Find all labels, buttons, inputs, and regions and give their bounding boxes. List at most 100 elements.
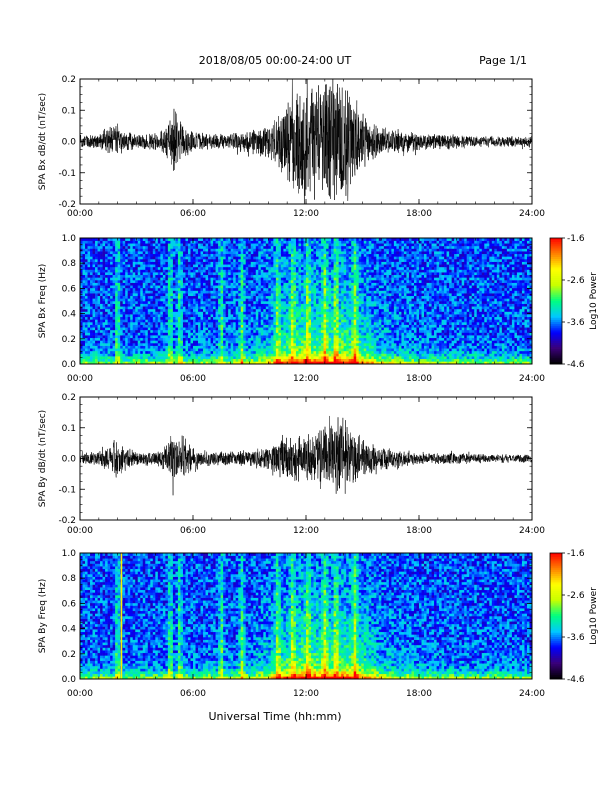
spectrogram-cell: [165, 340, 168, 343]
spectrogram-cell: [253, 333, 256, 336]
spectrogram-cell: [148, 293, 151, 296]
spectrogram-cell: [213, 277, 216, 280]
spectrogram-cell: [271, 256, 274, 259]
spectrogram-cell: [178, 256, 181, 259]
spectrogram-cell: [128, 322, 131, 325]
spectrogram-cell: [193, 340, 196, 343]
spectrogram-cell: [138, 322, 141, 325]
spectrogram-cell: [309, 348, 312, 351]
spectrogram-cell: [150, 356, 153, 359]
spectrogram-cell: [326, 346, 329, 349]
spectrogram-cell: [233, 319, 236, 322]
spectrogram-cell: [324, 348, 327, 351]
spectrogram-cell: [281, 309, 284, 312]
spectrogram-cell: [143, 254, 146, 257]
spectrogram-cell: [291, 322, 294, 325]
spectrogram-cell: [188, 309, 191, 312]
spectrogram-cell: [95, 246, 98, 249]
spectrogram-cell: [331, 317, 334, 320]
spectrogram-cell: [223, 264, 226, 267]
spectrogram-cell: [281, 306, 284, 309]
spectrogram-cell: [288, 356, 291, 359]
spectrogram-cell: [155, 246, 158, 249]
spectrogram-cell: [128, 256, 131, 259]
spectrogram-cell: [118, 317, 121, 320]
spectrogram-cell: [98, 330, 101, 333]
spectrogram-cell: [140, 312, 143, 315]
spectrogram-cell: [263, 335, 266, 338]
spectrogram-cell: [293, 288, 296, 291]
spectrogram-cell: [296, 241, 299, 244]
spectrogram-cell: [218, 251, 221, 254]
spectrogram-cell: [241, 314, 244, 317]
spectrogram-cell: [243, 301, 246, 304]
spectrogram-cell: [286, 283, 289, 286]
spectrogram-cell: [266, 356, 269, 359]
spectrogram-cell: [303, 338, 306, 341]
spectrogram-cell: [103, 288, 106, 291]
spectrogram-cell: [125, 262, 128, 265]
spectrogram-cell: [103, 283, 106, 286]
spectrogram-cell: [251, 293, 254, 296]
spectrogram-cell: [303, 314, 306, 317]
spectrogram-cell: [248, 264, 251, 267]
spectrogram-cell: [246, 359, 249, 362]
spectrogram-cell: [90, 333, 93, 336]
spectrogram-cell: [115, 270, 118, 273]
spectrogram-cell: [93, 249, 96, 252]
spectrogram-cell: [206, 270, 209, 273]
spectrogram-cell: [188, 272, 191, 275]
spectrogram-cell: [128, 288, 131, 291]
spectrogram-cell: [283, 254, 286, 257]
spectrogram-cell: [218, 333, 221, 336]
spectrogram-cell: [95, 298, 98, 301]
spectrogram-cell: [150, 322, 153, 325]
spectrogram-cell: [120, 259, 123, 262]
spectrogram-cell: [329, 314, 332, 317]
spectrogram-cell: [90, 343, 93, 346]
spectrogram-cell: [268, 262, 271, 265]
spectrogram-cell: [288, 325, 291, 328]
spectrogram-cell: [221, 309, 224, 312]
spectrogram-cell: [276, 314, 279, 317]
spectrogram-cell: [123, 283, 126, 286]
spectrogram-cell: [168, 241, 171, 244]
spectrogram-cell: [321, 317, 324, 320]
spectrogram-cell: [213, 304, 216, 307]
spectrogram-cell: [201, 251, 204, 254]
spectrogram-cell: [298, 330, 301, 333]
spectrogram-cell: [231, 325, 234, 328]
spectrogram-cell: [261, 325, 264, 328]
spectrogram-cell: [173, 354, 176, 357]
spectrogram-cell: [138, 254, 141, 257]
spectrogram-cell: [115, 256, 118, 259]
spectrogram-cell: [115, 296, 118, 299]
spectrogram-cell: [196, 348, 199, 351]
spectrogram-cell: [256, 246, 259, 249]
spectrogram-cell: [108, 241, 111, 244]
spectrogram-cell: [236, 283, 239, 286]
spectrogram-cell: [133, 327, 136, 330]
spectrogram-cell: [311, 298, 314, 301]
spectrogram-cell: [100, 309, 103, 312]
spectrogram-cell: [183, 283, 186, 286]
spectrogram-cell: [253, 304, 256, 307]
spectrogram-cell: [145, 351, 148, 354]
spectrogram-cell: [123, 356, 126, 359]
spectrogram-cell: [226, 312, 229, 315]
bx-spectrogram-panel: 1.00.80.60.40.20.000:00 06:00 12:00 18:00 24…: [38, 234, 545, 384]
spectrogram-cell: [185, 264, 188, 267]
spectrogram-cell: [326, 322, 329, 325]
spectrogram-cell: [188, 285, 191, 288]
spectrogram-cell: [130, 272, 133, 275]
spectrogram-cell: [85, 254, 88, 257]
spectrogram-cell: [180, 288, 183, 291]
spectrogram-cell: [135, 280, 138, 283]
spectrogram-cell: [160, 277, 163, 280]
spectrogram-cell: [286, 333, 289, 336]
spectrogram-cell: [170, 359, 173, 362]
spectrogram-cell: [135, 256, 138, 259]
spectrogram-cell: [183, 346, 186, 349]
spectrogram-cell: [273, 243, 276, 246]
spectrogram-cell: [170, 356, 173, 359]
